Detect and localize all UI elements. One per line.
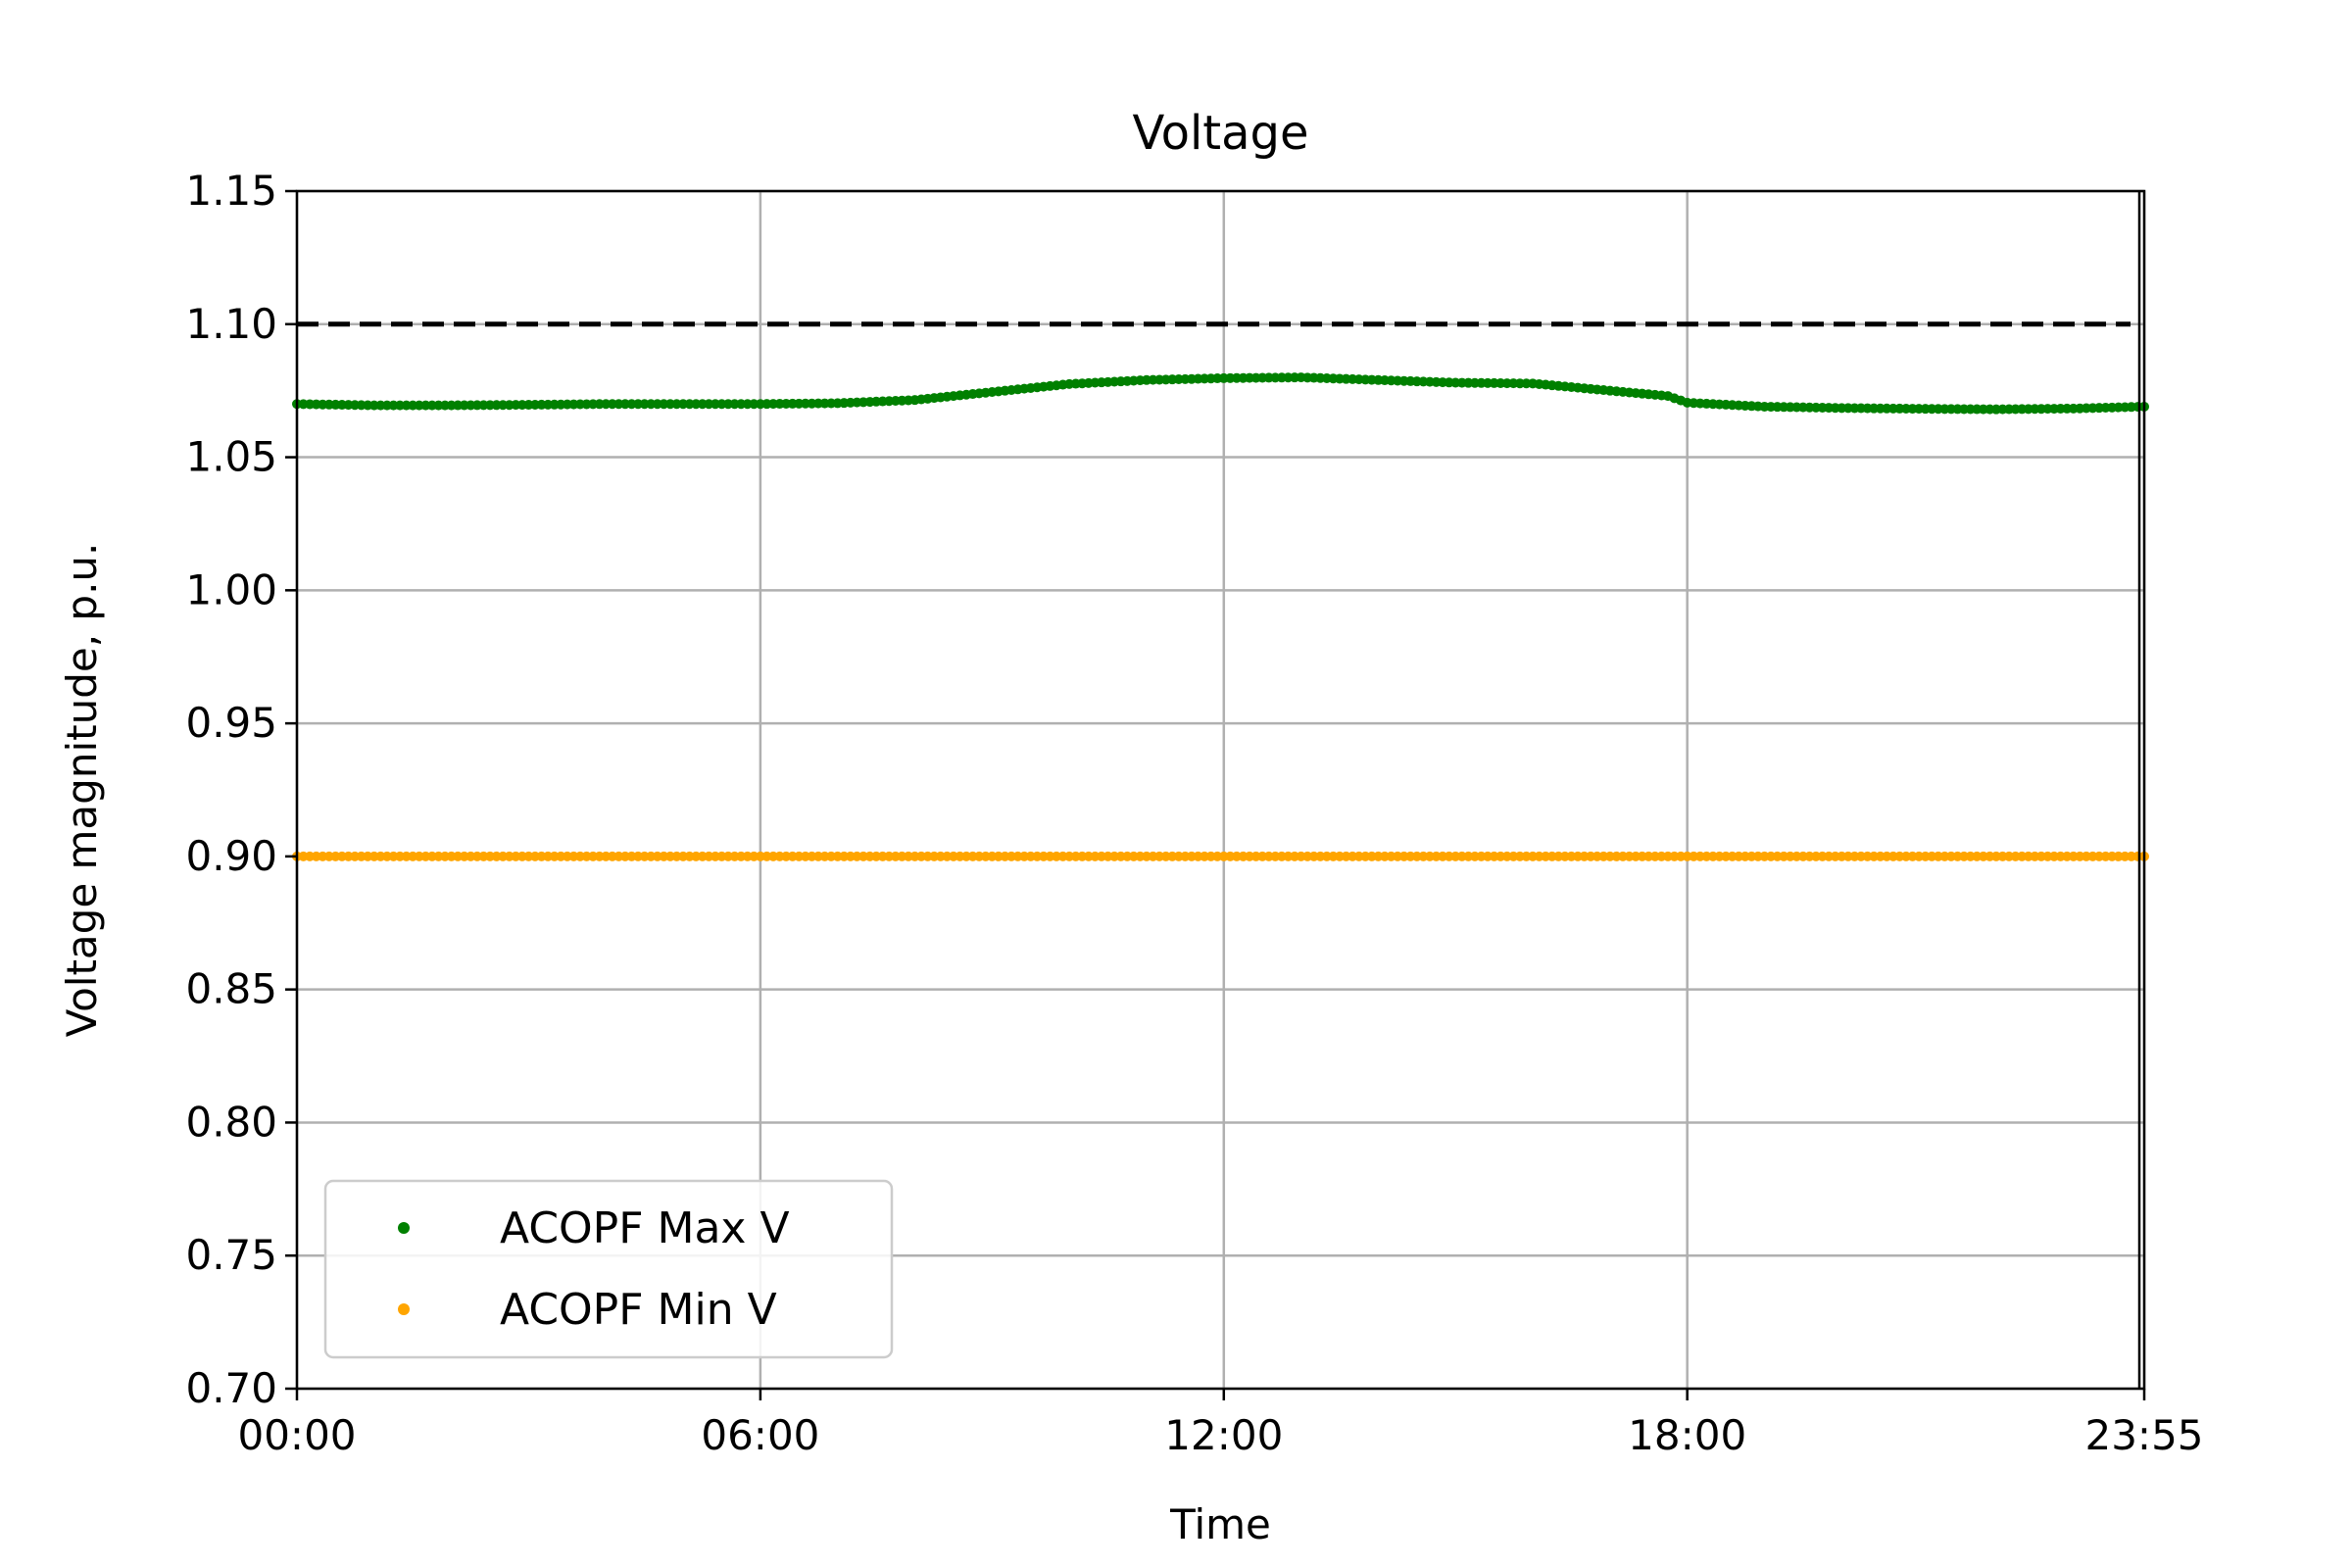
x-tick-label: 23:55 xyxy=(2084,1411,2203,1459)
y-tick-label: 1.00 xyxy=(185,565,277,613)
y-tick-label: 0.75 xyxy=(185,1231,277,1279)
x-tick-label: 18:00 xyxy=(1628,1411,1746,1459)
x-tick-label: 12:00 xyxy=(1164,1411,1283,1459)
y-tick-label: 1.05 xyxy=(185,433,277,481)
x-axis-label: Time xyxy=(1169,1500,1271,1548)
legend-marker xyxy=(398,1222,410,1234)
series-acopf-max-v xyxy=(292,372,2149,415)
y-tick-label: 0.90 xyxy=(185,832,277,880)
y-axis-label: Voltage magnitude, p.u. xyxy=(58,543,106,1038)
series-acopf-min-v xyxy=(292,851,2149,861)
x-tick-label: 06:00 xyxy=(701,1411,819,1459)
legend-label: ACOPF Min V xyxy=(500,1285,777,1335)
series-layer xyxy=(292,372,2149,861)
plot-frame xyxy=(295,189,2146,1391)
y-tick-label: 1.15 xyxy=(185,167,277,215)
legend: ACOPF Max V ACOPF Min V xyxy=(323,1179,894,1359)
chart-title: Voltage xyxy=(1132,106,1308,161)
y-tick-label: 1.10 xyxy=(185,300,277,348)
tick-layer: 0.70 0.75 0.80 0.85 0.90 0.95 1.00 1.05 1.10 1.15… xyxy=(185,167,2203,1459)
legend-marker xyxy=(398,1303,410,1315)
legend-label: ACOPF Max V xyxy=(500,1203,790,1253)
legend-box xyxy=(323,1179,894,1359)
y-tick-label: 0.70 xyxy=(185,1364,277,1412)
y-tick-label: 0.80 xyxy=(185,1098,277,1146)
y-tick-label: 0.85 xyxy=(185,965,277,1013)
x-tick-label: 00:00 xyxy=(237,1411,356,1459)
y-tick-label: 0.95 xyxy=(185,699,277,747)
